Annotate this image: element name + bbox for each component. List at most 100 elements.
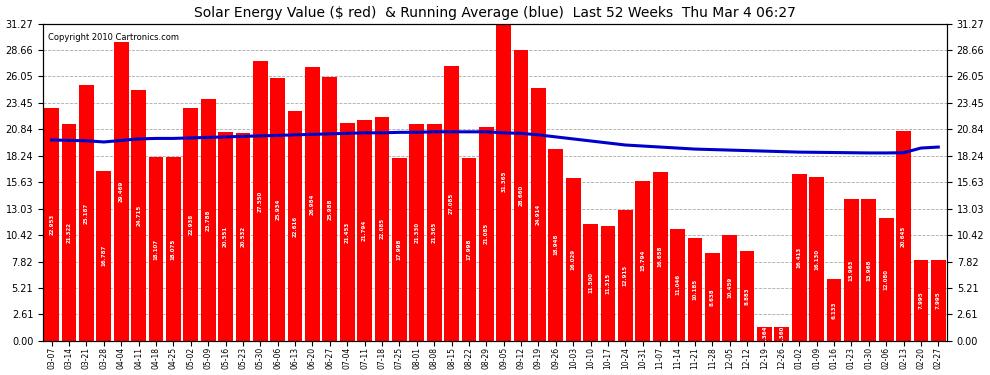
Title: Solar Energy Value ($ red)  & Running Average (blue)  Last 52 Weeks  Thu Mar 4 0: Solar Energy Value ($ red) & Running Ave… [194, 6, 796, 20]
Bar [652, 172, 667, 341]
Text: 16.130: 16.130 [814, 249, 819, 270]
Bar [236, 132, 250, 341]
Text: 16.787: 16.787 [101, 245, 106, 266]
Text: 21.794: 21.794 [362, 220, 367, 241]
Bar [479, 127, 494, 341]
Bar [323, 77, 338, 341]
Bar [636, 181, 650, 341]
Bar [809, 177, 824, 341]
Text: 18.948: 18.948 [553, 234, 558, 255]
Text: 27.085: 27.085 [449, 193, 454, 214]
Text: 16.658: 16.658 [657, 246, 662, 267]
Bar [827, 279, 842, 341]
Text: 10.459: 10.459 [728, 277, 733, 298]
Bar [774, 327, 789, 341]
Bar [757, 327, 772, 341]
Text: 1.360: 1.360 [779, 326, 784, 343]
Text: 28.660: 28.660 [519, 185, 524, 206]
Text: 6.133: 6.133 [832, 301, 837, 319]
Text: 8.883: 8.883 [744, 287, 749, 304]
Bar [931, 260, 945, 341]
Text: 22.616: 22.616 [293, 216, 298, 237]
Text: 23.788: 23.788 [206, 210, 211, 231]
Bar [618, 210, 633, 341]
Text: 15.794: 15.794 [641, 250, 645, 272]
Text: 20.551: 20.551 [223, 226, 228, 247]
Text: 7.995: 7.995 [919, 291, 924, 309]
Bar [792, 174, 807, 341]
Bar [723, 235, 738, 341]
Bar [148, 157, 163, 341]
Bar [427, 124, 442, 341]
Bar [861, 199, 876, 341]
Bar [843, 199, 858, 341]
Bar [410, 124, 424, 341]
Bar [114, 42, 129, 341]
Text: 26.984: 26.984 [310, 193, 315, 214]
Bar [548, 148, 563, 341]
Text: 18.075: 18.075 [171, 238, 176, 260]
Bar [374, 117, 389, 341]
Bar [201, 99, 216, 341]
Text: 21.085: 21.085 [484, 224, 489, 245]
Text: 7.995: 7.995 [936, 291, 940, 309]
Bar [166, 158, 181, 341]
Text: 16.413: 16.413 [797, 247, 802, 268]
Text: 22.085: 22.085 [379, 218, 384, 239]
Bar [496, 22, 511, 341]
Bar [879, 218, 894, 341]
Bar [340, 123, 354, 341]
Text: 21.453: 21.453 [345, 221, 349, 243]
Bar [601, 226, 616, 341]
Text: Copyright 2010 Cartronics.com: Copyright 2010 Cartronics.com [48, 33, 178, 42]
Text: 25.934: 25.934 [275, 199, 280, 220]
Bar [670, 229, 685, 341]
Bar [740, 251, 754, 341]
Bar [96, 171, 111, 341]
Bar [132, 90, 147, 341]
Text: 24.715: 24.715 [137, 205, 142, 226]
Text: 12.080: 12.080 [884, 269, 889, 290]
Text: 10.185: 10.185 [692, 279, 697, 300]
Text: 27.550: 27.550 [257, 190, 262, 212]
Bar [252, 61, 267, 341]
Text: 21.330: 21.330 [414, 222, 420, 243]
Bar [61, 124, 76, 341]
Bar [687, 237, 702, 341]
Text: 31.365: 31.365 [501, 171, 506, 192]
Text: 25.187: 25.187 [84, 202, 89, 224]
Text: 11.315: 11.315 [606, 273, 611, 294]
Text: 1.364: 1.364 [762, 325, 767, 343]
Bar [357, 120, 372, 341]
Bar [566, 178, 580, 341]
Text: 29.469: 29.469 [119, 181, 124, 202]
Bar [914, 260, 929, 341]
Bar [896, 131, 911, 341]
Bar [79, 85, 94, 341]
Text: 16.029: 16.029 [570, 249, 576, 270]
Bar [392, 158, 407, 341]
Text: 20.532: 20.532 [241, 226, 246, 247]
Text: 24.914: 24.914 [536, 204, 541, 225]
Text: 25.988: 25.988 [328, 198, 333, 220]
Text: 11.500: 11.500 [588, 272, 593, 293]
Text: 11.046: 11.046 [675, 274, 680, 296]
Text: 13.963: 13.963 [848, 260, 853, 281]
Text: 17.998: 17.998 [397, 239, 402, 260]
Bar [705, 253, 720, 341]
Bar [531, 88, 545, 341]
Text: 8.638: 8.638 [710, 288, 715, 306]
Text: 13.968: 13.968 [866, 260, 871, 281]
Text: 22.953: 22.953 [50, 214, 54, 235]
Bar [218, 132, 233, 341]
Bar [270, 78, 285, 341]
Bar [305, 67, 320, 341]
Bar [461, 158, 476, 341]
Bar [183, 108, 198, 341]
Text: 18.107: 18.107 [153, 238, 158, 260]
Text: 21.322: 21.322 [66, 222, 71, 243]
Text: 21.365: 21.365 [432, 222, 437, 243]
Text: 17.998: 17.998 [466, 239, 471, 260]
Bar [288, 111, 303, 341]
Text: 20.645: 20.645 [901, 225, 906, 247]
